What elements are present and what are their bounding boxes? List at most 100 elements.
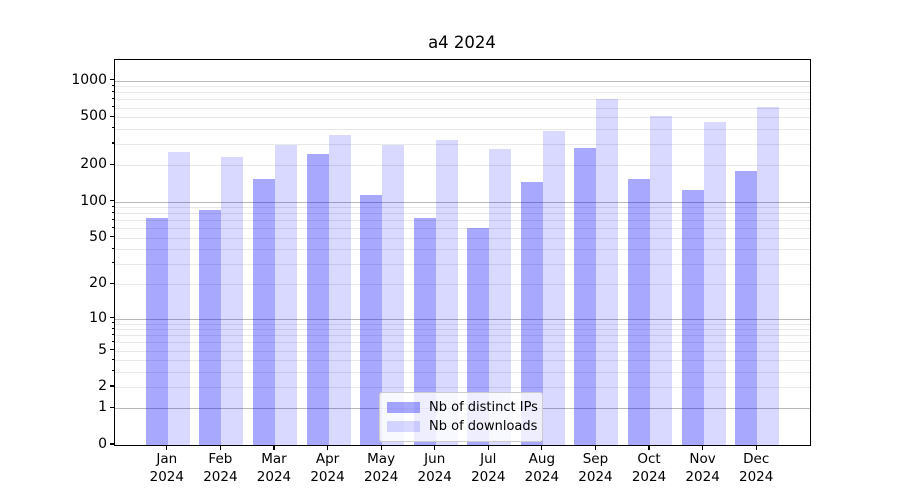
x-tick-label-feb: Feb 2024: [203, 451, 238, 485]
y-tick-1: [110, 406, 114, 409]
gridline-minor-7: [115, 335, 810, 337]
y-tick-label-500: 500: [80, 108, 107, 125]
y-tick-minor-70: [111, 218, 114, 220]
y-tick-minor-60: [111, 226, 114, 228]
x-tick-label-aug: Aug 2024: [524, 451, 560, 485]
x-tick-mar: [273, 445, 275, 450]
gridline-minor-9: [115, 323, 810, 325]
gridline-minor-300: [115, 144, 810, 146]
y-tick-20: [110, 282, 114, 285]
bar-downloads-apr: [328, 134, 351, 445]
y-tick-minor-90: [111, 205, 114, 207]
x-tick-label-jul: Jul 2024: [471, 451, 506, 485]
bar-downloads-aug: [542, 130, 565, 445]
y-tick-label-10: 10: [89, 309, 107, 326]
legend-item-downloads: Nb of downloads: [387, 418, 538, 435]
bar-downloads-nov: [703, 122, 726, 445]
gridline-minor-700: [115, 99, 810, 101]
x-tick-label-oct: Oct 2024: [631, 451, 667, 485]
bar-distinct-ips-jun: [413, 218, 436, 445]
gridline-major-10: [115, 318, 810, 320]
y-tick-10: [110, 316, 114, 319]
bar-downloads-mar: [274, 145, 297, 445]
y-tick-label-200: 200: [80, 156, 107, 173]
bar-downloads-jul: [489, 148, 512, 445]
gridline-minor-2: [115, 387, 810, 389]
y-tick-0: [110, 443, 114, 445]
y-tick-label-1: 1: [98, 399, 107, 416]
plot-area: [114, 59, 811, 446]
gridline-minor-600: [115, 107, 810, 109]
x-tick-jan: [166, 445, 168, 450]
legend-label-downloads: Nb of downloads: [429, 419, 538, 434]
x-tick-label-mar: Mar 2024: [256, 451, 292, 485]
y-tick-50: [110, 236, 114, 238]
y-tick-5: [110, 348, 114, 351]
gridline-minor-800: [115, 92, 810, 94]
y-tick-minor-800: [111, 90, 114, 92]
gridline-minor-40: [115, 249, 810, 251]
y-tick-minor-3: [111, 370, 114, 372]
gridline-minor-20: [115, 284, 810, 286]
gridline-minor-3: [115, 371, 810, 373]
x-tick-label-jan: Jan 2024: [149, 451, 184, 485]
legend: Nb of distinct IPs Nb of downloads: [379, 392, 543, 442]
bar-downloads-feb: [221, 157, 244, 445]
bar-downloads-jan: [167, 152, 190, 445]
legend-swatch-distinct-ips: [387, 402, 420, 413]
y-tick-minor-7: [111, 333, 114, 335]
y-tick-label-2: 2: [98, 378, 107, 395]
x-tick-aug: [541, 445, 543, 450]
y-tick-1000: [110, 79, 114, 81]
gridline-minor-5: [115, 350, 810, 352]
gridline-major-100: [115, 201, 810, 203]
gridline-minor-50: [115, 237, 810, 239]
y-tick-minor-700: [111, 97, 114, 100]
x-tick-sep: [594, 445, 597, 450]
y-tick-minor-9: [111, 321, 114, 324]
y-tick-200: [110, 163, 114, 165]
y-tick-minor-600: [111, 105, 114, 108]
x-tick-jul: [487, 445, 489, 450]
y-tick-minor-6: [111, 340, 114, 342]
gridline-minor-60: [115, 228, 810, 230]
gridline-minor-6: [115, 342, 810, 344]
gridline-minor-4: [115, 360, 810, 362]
x-tick-label-sep: Sep 2024: [578, 451, 613, 485]
gridline-minor-70: [115, 220, 810, 222]
y-tick-minor-4: [111, 358, 114, 360]
bar-distinct-ips-nov: [681, 189, 704, 445]
gridline-minor-200: [115, 165, 810, 167]
bar-distinct-ips-mar: [252, 179, 275, 445]
bar-distinct-ips-may: [360, 195, 383, 445]
bar-downloads-dec: [757, 107, 780, 445]
bar-distinct-ips-jul: [467, 228, 490, 445]
x-tick-oct: [648, 445, 650, 450]
bar-distinct-ips-apr: [306, 153, 329, 445]
y-tick-label-1000: 1000: [71, 71, 107, 88]
y-tick-label-5: 5: [98, 341, 107, 358]
x-tick-label-jun: Jun 2024: [417, 451, 452, 485]
x-tick-label-nov: Nov 2024: [685, 451, 720, 485]
y-tick-minor-80: [111, 211, 114, 213]
x-tick-feb: [219, 445, 221, 450]
y-tick-minor-30: [111, 262, 114, 264]
chart-title: a4 2024: [428, 33, 496, 52]
bar-downloads-may: [382, 145, 405, 445]
x-tick-nov: [702, 445, 704, 450]
x-tick-dec: [755, 445, 757, 450]
bar-distinct-ips-aug: [520, 182, 543, 445]
x-tick-label-apr: Apr 2024: [310, 451, 345, 485]
x-tick-apr: [326, 445, 329, 450]
x-tick-label-dec: Dec 2024: [739, 451, 774, 485]
y-tick-minor-300: [111, 142, 114, 144]
bar-distinct-ips-sep: [574, 147, 597, 445]
y-tick-2: [110, 385, 114, 387]
gridline-minor-400: [115, 128, 810, 130]
x-tick-jun: [434, 445, 436, 450]
bar-distinct-ips-oct: [628, 179, 651, 445]
bar-downloads-jun: [435, 140, 458, 445]
bar-distinct-ips-dec: [735, 171, 758, 445]
legend-swatch-downloads: [387, 421, 420, 432]
